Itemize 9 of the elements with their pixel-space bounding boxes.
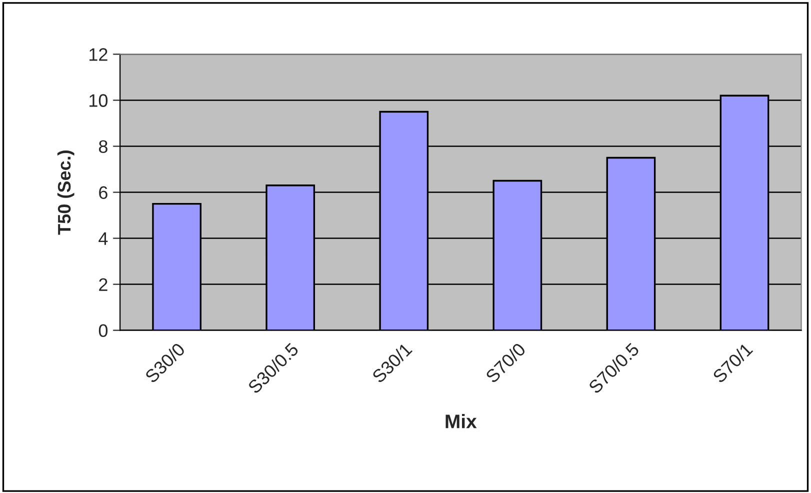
y-axis-title: T50 (Sec.)	[57, 150, 74, 235]
y-tick-label: 12	[90, 48, 108, 61]
y-tick-label: 4	[98, 232, 108, 245]
y-tick-label: 10	[90, 94, 108, 107]
y-tick-label: 8	[98, 140, 108, 153]
y-tick-label: 0	[98, 324, 108, 338]
y-tick-label: 6	[99, 186, 108, 199]
x-axis-title: Mix	[446, 414, 477, 428]
y-tick-label: 2	[99, 278, 108, 291]
